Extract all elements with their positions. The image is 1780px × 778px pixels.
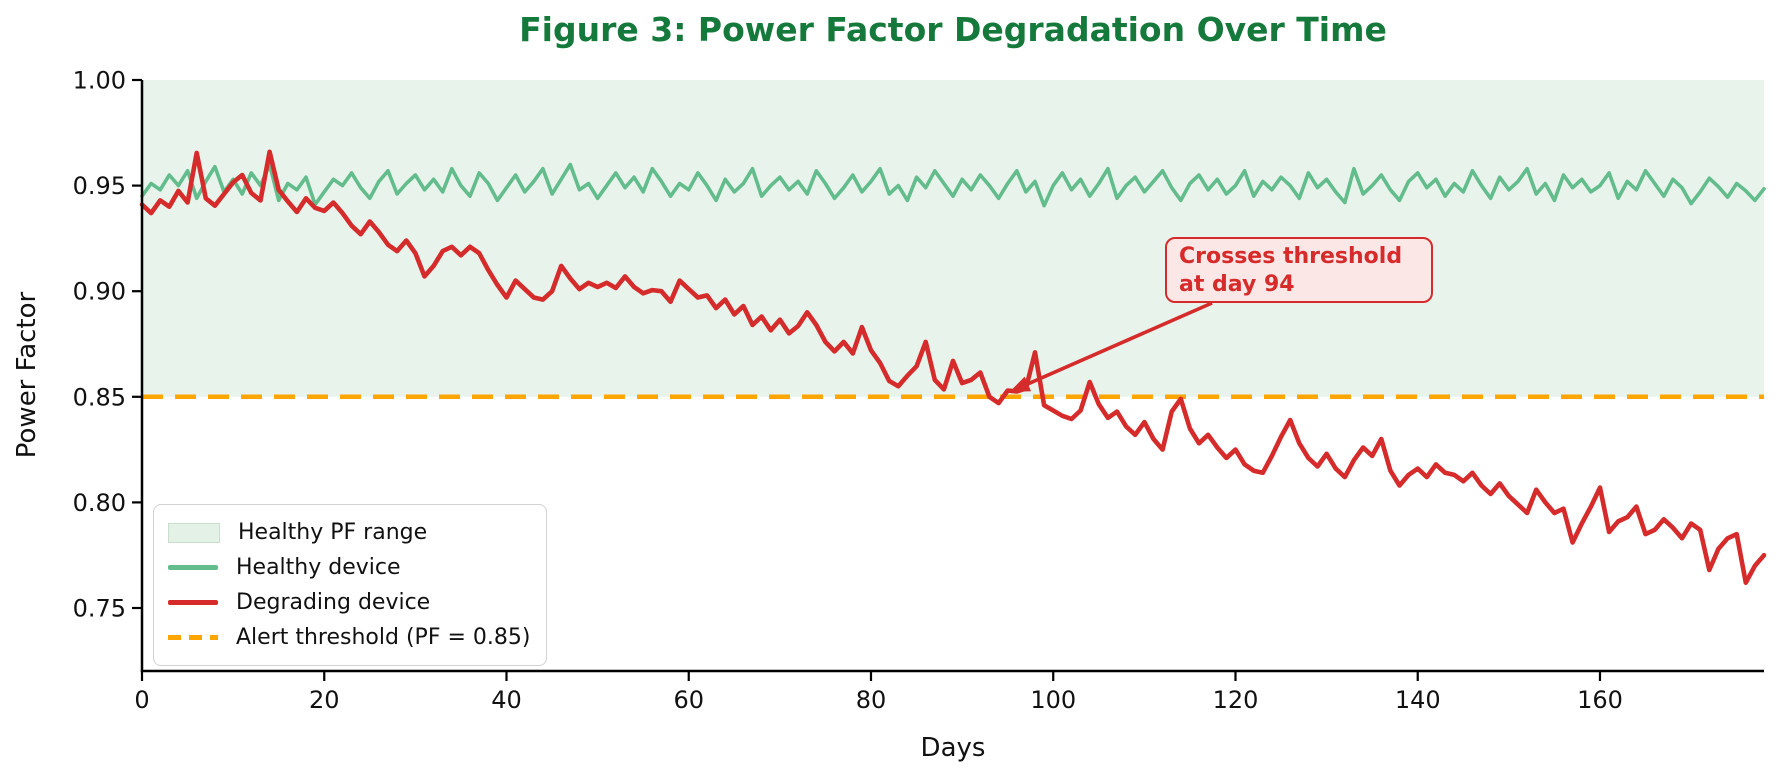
x-tick-label: 120 bbox=[1213, 686, 1259, 714]
x-tick-label: 80 bbox=[856, 686, 887, 714]
degrading-device-line bbox=[139, 149, 1767, 586]
chart-title: Figure 3: Power Factor Degradation Over … bbox=[519, 10, 1387, 49]
legend-swatch-healthy-range bbox=[168, 522, 220, 543]
healthy-band bbox=[142, 80, 1764, 397]
x-tick-label: 140 bbox=[1395, 686, 1441, 714]
legend-swatch-degrading-device bbox=[168, 599, 218, 606]
y-tick-label: 0.85 bbox=[73, 383, 126, 411]
y-tick-label: 1.00 bbox=[73, 67, 126, 95]
y-tick-label: 0.75 bbox=[73, 595, 126, 623]
legend: Healthy PF range Healthy device Degradin… bbox=[153, 504, 548, 666]
legend-swatch-healthy-device bbox=[168, 565, 218, 570]
x-tick-label: 100 bbox=[1030, 686, 1076, 714]
annotation-arrow bbox=[1027, 301, 1213, 386]
annotation-line-1: Crosses threshold bbox=[1179, 244, 1403, 269]
legend-item-healthy-device: Healthy device bbox=[168, 550, 530, 585]
x-tick-label: 20 bbox=[309, 686, 340, 714]
x-tick-label: 40 bbox=[491, 686, 522, 714]
x-tick-label: 0 bbox=[134, 686, 149, 714]
y-tick-label: 0.90 bbox=[73, 278, 126, 306]
legend-label: Alert threshold (PF = 0.85) bbox=[236, 625, 531, 650]
x-tick-label: 160 bbox=[1577, 686, 1623, 714]
x-tick-label: 60 bbox=[673, 686, 704, 714]
legend-item-healthy-range: Healthy PF range bbox=[168, 515, 530, 550]
annotation-callout: Crosses threshold at day 94 bbox=[1165, 237, 1433, 303]
x-axis-label: Days bbox=[920, 733, 986, 763]
legend-label: Healthy PF range bbox=[238, 520, 428, 545]
y-tick-label: 0.95 bbox=[73, 172, 126, 200]
annotation-line-2: at day 94 bbox=[1179, 272, 1295, 297]
y-tick-label: 0.80 bbox=[73, 489, 126, 517]
y-axis-label: Power Factor bbox=[12, 291, 42, 459]
legend-swatch-alert-threshold bbox=[168, 635, 218, 640]
legend-item-degrading-device: Degrading device bbox=[168, 585, 530, 620]
legend-label: Healthy device bbox=[236, 555, 401, 580]
annotation-arrowhead bbox=[1009, 376, 1032, 392]
legend-item-alert-threshold: Alert threshold (PF = 0.85) bbox=[168, 620, 530, 655]
healthy-device-line bbox=[140, 162, 1766, 208]
legend-label: Degrading device bbox=[236, 590, 431, 615]
